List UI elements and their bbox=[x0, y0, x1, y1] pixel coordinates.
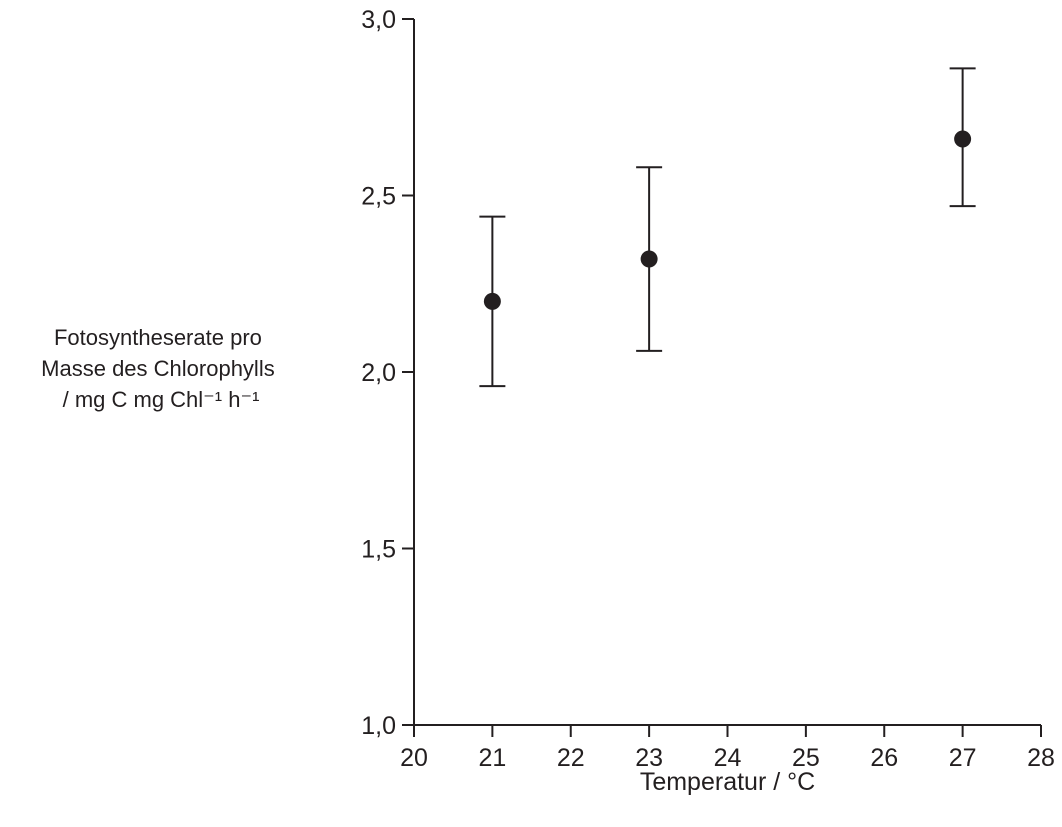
y-tick-label: 1,0 bbox=[361, 712, 396, 740]
x-tick-label: 28 bbox=[1027, 744, 1055, 772]
x-tick-label: 25 bbox=[792, 744, 820, 772]
y-tick-label: 2,5 bbox=[361, 183, 396, 211]
x-tick-label: 26 bbox=[870, 744, 898, 772]
x-tick-label: 20 bbox=[400, 744, 428, 772]
x-tick-label: 23 bbox=[635, 744, 663, 772]
data-point bbox=[483, 292, 501, 310]
y-axis-title-line-2: Masse des Chlorophylls bbox=[41, 356, 275, 381]
x-tick-label: 22 bbox=[557, 744, 585, 772]
data-point bbox=[640, 250, 658, 268]
axes: 1,0 1,5 2,0 2,5 3,0 20 21 22 23 24 25 26 27 28 bbox=[361, 6, 1055, 772]
x-tick-label: 27 bbox=[949, 744, 977, 772]
y-tick-label: 1,5 bbox=[361, 536, 396, 564]
y-tick-label: 2,0 bbox=[361, 359, 396, 387]
y-ticks: 1,0 1,5 2,0 2,5 3,0 bbox=[361, 6, 414, 740]
y-axis-title-line-3: / mg C mg Chl⁻¹ h⁻¹ bbox=[63, 387, 260, 412]
y-axis-title: Fotosyntheserate pro Masse des Chlorophy… bbox=[41, 325, 281, 412]
data-point bbox=[954, 130, 972, 148]
y-axis-title-line-1: Fotosyntheserate pro bbox=[54, 325, 262, 350]
x-axis-title: Temperatur / °C bbox=[640, 768, 815, 796]
x-ticks: 20 21 22 23 24 25 26 27 28 bbox=[400, 725, 1055, 772]
data-marks bbox=[479, 67, 976, 388]
y-tick-label: 3,0 bbox=[361, 6, 396, 34]
x-tick-label: 24 bbox=[714, 744, 742, 772]
x-tick-label: 21 bbox=[478, 744, 506, 772]
